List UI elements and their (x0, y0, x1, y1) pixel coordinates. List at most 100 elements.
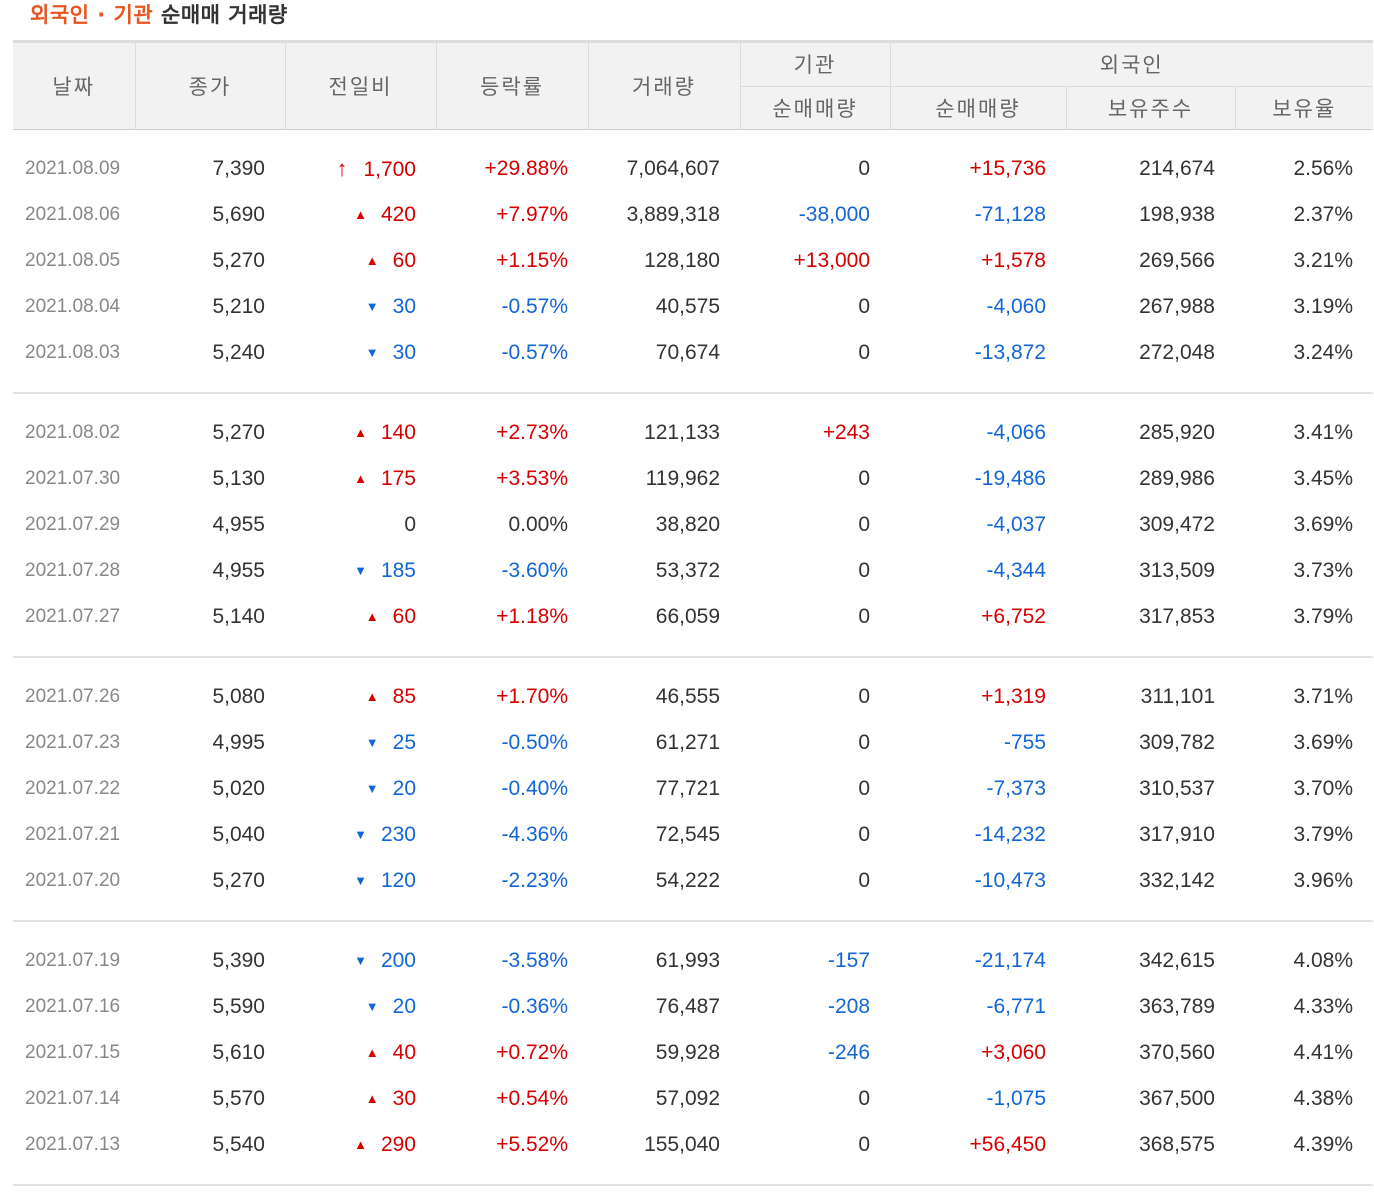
cell-rate: +3.53% (496, 467, 568, 490)
table-row: 2021.08.03 5,240 ▼ 30 -0.57% 70,674 0 -13,872 27… (13, 330, 1373, 376)
cell-foreign-holdings: 368,575 (1139, 1133, 1215, 1156)
cell-rate: -0.57% (501, 295, 568, 318)
cell-volume: 119,962 (645, 467, 720, 490)
table-row: 2021.08.04 5,210 ▼ 30 -0.57% 40,575 0 -4,060 267… (13, 284, 1373, 330)
cell-rate: 0.00% (508, 513, 568, 536)
table-row: 2021.07.28 4,955 ▼ 185 -3.60% 53,372 0 -4,344 31… (13, 548, 1373, 594)
table-row: 2021.07.13 5,540 ▲ 290 +5.52% 155,040 0 +56,450… (13, 1122, 1373, 1168)
cell-institution-net: 0 (858, 605, 870, 628)
table-row: 2021.07.19 5,390 ▼ 200 -3.58% 61,993 -157 -21,1… (13, 938, 1373, 984)
cell-volume: 54,222 (655, 869, 720, 892)
header-foreign-holdings: 보유주수 (1066, 86, 1236, 130)
cell-change: ▲ 60 (285, 594, 436, 640)
cell-volume: 61,993 (655, 949, 720, 972)
cell-institution-net: 0 (858, 777, 870, 800)
table-row: 2021.08.09 7,390 ↑ 1,700 +29.88% 7,064,607 0 +1… (13, 146, 1373, 192)
cell-foreign-ratio: 3.45% (1293, 467, 1354, 490)
cell-rate: +0.54% (496, 1087, 568, 1110)
cell-change: ↑ 1,700 (285, 146, 436, 192)
spacer-cell (13, 640, 1373, 657)
table-body: 2021.08.09 7,390 ↑ 1,700 +29.88% 7,064,607 0 +1… (13, 130, 1374, 1187)
change-value: 60 (392, 605, 416, 628)
triangle-down-icon: ▼ (354, 873, 367, 888)
cell-change: ▲ 60 (285, 238, 436, 284)
cell-rate: -2.23% (501, 869, 568, 892)
cell-close: 5,080 (212, 685, 265, 708)
table-bottom-line (13, 1184, 1374, 1187)
table-row: 2021.07.16 5,590 ▼ 20 -0.36% 76,487 -208 -6,771… (13, 984, 1373, 1030)
triangle-down-icon: ▼ (365, 345, 379, 360)
cell-date: 2021.07.22 (25, 778, 121, 799)
table-row: 2021.07.15 5,610 ▲ 40 +0.72% 59,928 -246 +3,060… (13, 1030, 1373, 1076)
cell-foreign-net: -4,060 (986, 295, 1046, 318)
cell-foreign-net: -13,872 (974, 341, 1046, 364)
cell-rate: +0.72% (496, 1041, 568, 1064)
cell-foreign-ratio: 4.41% (1293, 1041, 1354, 1064)
spacer-cell (13, 658, 1373, 674)
cell-foreign-ratio: 4.33% (1293, 995, 1354, 1018)
cell-change: ▲ 40 (285, 1030, 436, 1076)
cell-foreign-holdings: 370,560 (1139, 1041, 1215, 1064)
cell-institution-net: +243 (822, 421, 870, 444)
cell-date: 2021.07.15 (25, 1042, 121, 1063)
cell-close: 4,955 (212, 513, 265, 536)
cell-change: ▼ 120 (285, 858, 436, 904)
cell-volume: 76,487 (655, 995, 720, 1018)
group-spacer (13, 904, 1373, 921)
cell-close: 5,690 (212, 203, 265, 226)
cell-rate: +1.70% (496, 685, 568, 708)
cell-date: 2021.07.23 (25, 732, 121, 753)
triangle-down-icon: ▼ (354, 953, 367, 968)
spacer-cell (13, 1168, 1373, 1185)
limit-up-arrow-icon: ↑ (336, 156, 348, 181)
table-row: 2021.07.30 5,130 ▲ 175 +3.53% 119,962 0 -19,486… (13, 456, 1373, 502)
cell-foreign-ratio: 4.39% (1293, 1133, 1354, 1156)
change-value: 140 (380, 421, 416, 444)
cell-foreign-net: -6,771 (986, 995, 1046, 1018)
cell-close: 5,020 (212, 777, 265, 800)
header-volume: 거래량 (588, 41, 741, 130)
cell-foreign-net: -1,075 (986, 1087, 1046, 1110)
cell-volume: 121,133 (644, 421, 720, 444)
cell-date: 2021.07.29 (25, 514, 121, 535)
cell-date: 2021.08.06 (25, 204, 121, 225)
spacer-cell (13, 904, 1373, 921)
triangle-up-icon: ▲ (365, 689, 379, 704)
cell-foreign-holdings: 214,674 (1139, 157, 1215, 180)
change-value: 85 (392, 685, 416, 708)
cell-institution-net: 0 (858, 513, 870, 536)
cell-foreign-net: -14,232 (974, 823, 1046, 846)
section-title: 외국인 · 기관 순매매 거래량 (30, 0, 288, 30)
cell-volume: 40,575 (655, 295, 720, 318)
table-row: 2021.07.22 5,020 ▼ 20 -0.40% 77,721 0 -7,373 310… (13, 766, 1373, 812)
cell-volume: 70,674 (655, 341, 720, 364)
cell-close: 5,610 (212, 1041, 265, 1064)
header-institution-net: 순매매량 (740, 86, 891, 130)
cell-change: ▼ 30 (285, 330, 436, 376)
cell-date: 2021.07.14 (25, 1088, 121, 1109)
cell-institution-net: 0 (858, 341, 870, 364)
cell-volume: 57,092 (655, 1087, 720, 1110)
cell-volume: 77,721 (655, 777, 720, 800)
cell-volume: 72,545 (655, 823, 720, 846)
triangle-up-icon: ▲ (354, 425, 367, 440)
change-value: 200 (380, 949, 416, 972)
cell-foreign-net: -4,344 (986, 559, 1046, 582)
trading-volume-table: 날짜 종가 전일비 등락률 거래량 기관 외국인 순매매량 순매매량 보유주수 … (13, 40, 1374, 1187)
change-value: 1,700 (363, 158, 416, 181)
cell-volume: 59,928 (655, 1041, 720, 1064)
cell-change: ▼ 200 (285, 938, 436, 984)
cell-date: 2021.07.28 (25, 560, 121, 581)
cell-institution-net: 0 (858, 467, 870, 490)
spacer-cell (13, 922, 1373, 938)
cell-change: ▲ 290 (285, 1122, 436, 1168)
cell-close: 4,995 (212, 731, 265, 754)
triangle-down-icon: ▼ (354, 827, 367, 842)
cell-foreign-ratio: 3.69% (1293, 731, 1354, 754)
cell-foreign-ratio: 4.08% (1293, 949, 1354, 972)
cell-rate: +5.52% (496, 1133, 568, 1156)
change-value: 230 (380, 823, 416, 846)
change-value: 60 (392, 249, 416, 272)
header-date: 날짜 (13, 41, 136, 130)
cell-institution-net: 0 (858, 731, 870, 754)
